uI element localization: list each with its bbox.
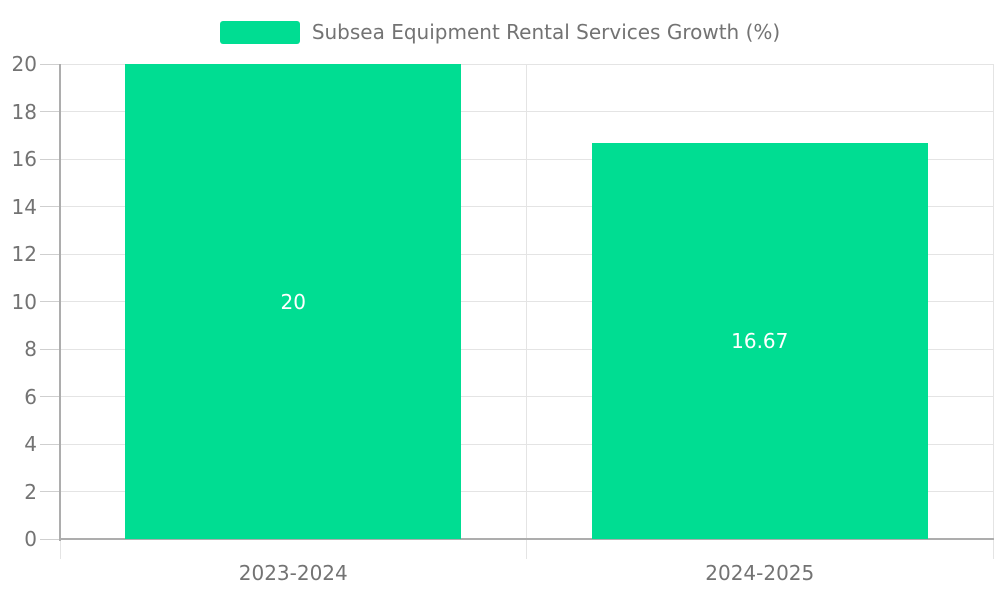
y-axis-tick-label: 10 <box>11 289 37 314</box>
legend-swatch-icon <box>219 20 300 44</box>
y-axis-tick <box>40 348 60 350</box>
x-axis-category-label: 2024-2025 <box>705 561 815 585</box>
y-axis-tick <box>40 206 60 207</box>
y-axis-line <box>59 64 61 541</box>
y-axis-tick-label: 0 <box>24 527 37 551</box>
y-axis-tick-label: 12 <box>11 242 37 266</box>
category-boundary-line <box>992 64 994 539</box>
y-axis-tick <box>40 538 60 540</box>
x-axis-category-label: 2023-2024 <box>238 561 348 585</box>
y-axis-tick-label: 16 <box>11 147 37 171</box>
bar-value-label: 20 <box>280 289 306 314</box>
y-axis-tick <box>40 396 60 397</box>
y-axis-tick-label: 4 <box>24 432 37 456</box>
bar-2023-2024[interactable] <box>125 64 461 539</box>
y-axis-tick-label: 2 <box>24 479 37 504</box>
y-axis-tick <box>40 491 60 492</box>
legend[interactable]: Subsea Equipment Rental Services Growth … <box>0 19 1000 45</box>
legend-label: Subsea Equipment Rental Services Growth … <box>311 20 781 44</box>
x-axis-line <box>59 538 994 540</box>
y-axis-tick-label: 20 <box>11 52 37 76</box>
bar-2024-2025[interactable] <box>592 143 928 539</box>
y-axis-tick-label: 8 <box>24 337 37 361</box>
y-axis-tick-label: 6 <box>24 384 37 409</box>
y-axis-tick <box>40 111 60 112</box>
x-axis-tick <box>992 539 994 559</box>
y-axis-tick <box>40 253 60 255</box>
bar-value-label: 16.67 <box>731 329 789 354</box>
y-axis-tick <box>40 63 60 65</box>
y-axis-tick <box>40 301 60 302</box>
y-axis-tick <box>40 443 60 445</box>
category-boundary-line <box>526 64 527 539</box>
x-axis-tick <box>59 539 61 559</box>
x-axis-tick <box>526 539 527 559</box>
y-axis-tick-label: 14 <box>11 194 37 219</box>
y-axis-tick <box>40 158 60 160</box>
y-axis-tick-label: 18 <box>11 99 37 124</box>
